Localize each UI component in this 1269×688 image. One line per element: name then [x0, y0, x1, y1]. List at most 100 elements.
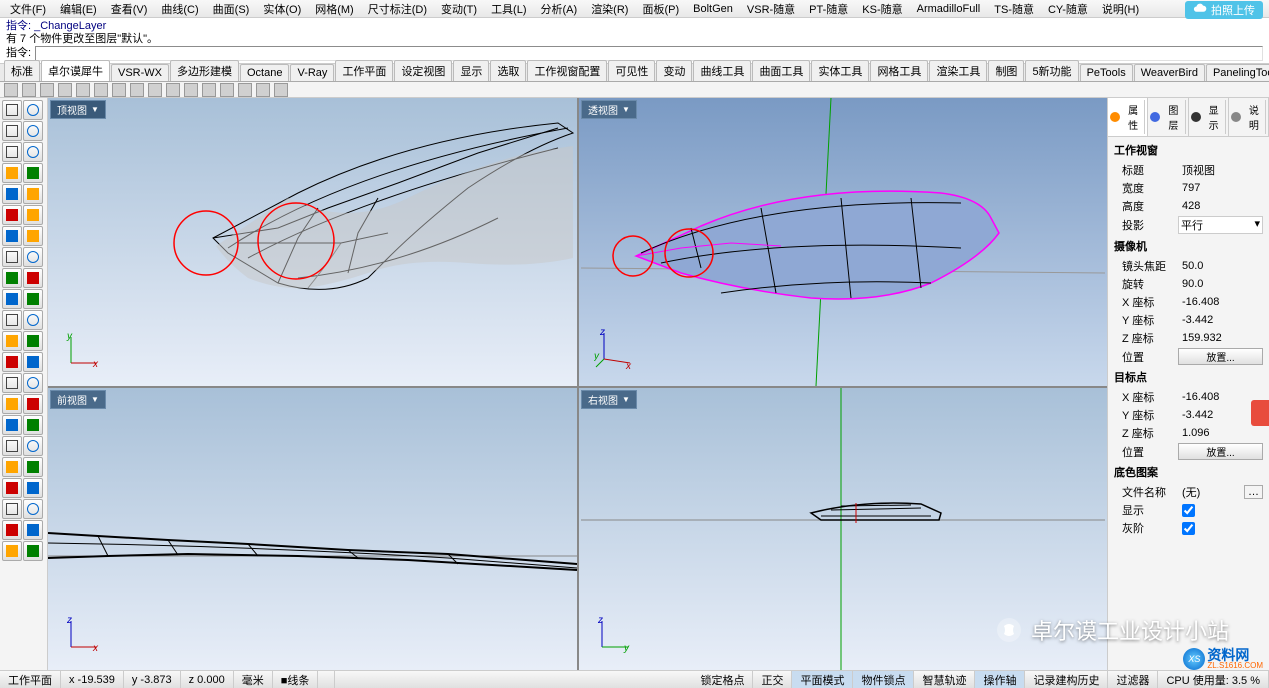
toolbar-tab[interactable]: 渲染工具 [929, 60, 987, 81]
tool-icon[interactable] [2, 436, 22, 456]
menu-item[interactable]: BoltGen [687, 2, 739, 16]
status-cell[interactable]: z 0.000 [181, 671, 234, 688]
tool-icon[interactable] [2, 205, 22, 225]
tool-icon[interactable] [2, 331, 22, 351]
status-cell[interactable]: ■线条 [273, 671, 319, 688]
menu-item[interactable]: 渲染(R) [585, 0, 634, 18]
menu-item[interactable]: 文件(F) [4, 0, 52, 18]
props-tab[interactable]: 属性 [1108, 98, 1148, 136]
props-value[interactable]: -3.442 [1178, 314, 1267, 326]
menu-item[interactable]: 曲线(C) [155, 0, 204, 18]
tool-icon[interactable] [23, 268, 43, 288]
menu-item[interactable]: PT-随意 [803, 0, 854, 18]
props-value[interactable]: 90.0 [1178, 278, 1267, 290]
toolbar-tab[interactable]: 工作视窗配置 [527, 60, 607, 81]
status-toggle[interactable]: 平面模式 [792, 671, 853, 688]
props-value[interactable]: 797 [1178, 182, 1267, 194]
ribbon-icon[interactable] [130, 83, 144, 97]
toolbar-tab[interactable]: 标准 [4, 60, 40, 81]
tool-icon[interactable] [23, 520, 43, 540]
tool-icon[interactable] [23, 121, 43, 141]
toolbar-tab[interactable]: PeTools [1080, 64, 1133, 81]
tool-icon[interactable] [2, 226, 22, 246]
tool-icon[interactable] [2, 520, 22, 540]
toolbar-tab[interactable]: WeaverBird [1134, 64, 1205, 81]
menu-item[interactable]: 编辑(E) [54, 0, 103, 18]
toolbar-tab[interactable]: 制图 [988, 60, 1024, 81]
tool-icon[interactable] [2, 457, 22, 477]
menu-item[interactable]: 网格(M) [309, 0, 360, 18]
toolbar-tab[interactable]: 设定视图 [394, 60, 452, 81]
tool-icon[interactable] [23, 457, 43, 477]
viewport-perspective[interactable]: 透视图▼ zyx [579, 98, 1107, 386]
tool-icon[interactable] [23, 289, 43, 309]
props-button[interactable]: 放置... [1178, 348, 1263, 365]
status-cell[interactable]: x -19.539 [61, 671, 124, 688]
tool-icon[interactable] [2, 289, 22, 309]
tool-icon[interactable] [23, 499, 43, 519]
menu-item[interactable]: ArmadilloFull [911, 2, 987, 16]
menu-item[interactable]: 面板(P) [636, 0, 685, 18]
ribbon-icon[interactable] [40, 83, 54, 97]
ribbon-icon[interactable] [166, 83, 180, 97]
toolbar-tab[interactable]: 工作平面 [335, 60, 393, 81]
ribbon-icon[interactable] [238, 83, 252, 97]
ribbon-icon[interactable] [148, 83, 162, 97]
tool-icon[interactable] [2, 352, 22, 372]
menu-item[interactable]: 说明(H) [1096, 0, 1145, 18]
menu-item[interactable]: 变动(T) [435, 0, 483, 18]
tool-icon[interactable] [2, 163, 22, 183]
status-cell[interactable]: y -3.873 [124, 671, 181, 688]
status-toggle[interactable]: 锁定格点 [692, 671, 753, 688]
tool-icon[interactable] [23, 310, 43, 330]
upload-button[interactable]: 拍照上传 [1185, 1, 1263, 19]
props-value[interactable]: 159.932 [1178, 332, 1267, 344]
props-value[interactable]: 顶视图 [1178, 162, 1267, 178]
props-checkbox[interactable] [1182, 522, 1195, 535]
props-value[interactable]: -16.408 [1178, 296, 1267, 308]
menu-item[interactable]: CY-随意 [1042, 0, 1094, 18]
ribbon-icon[interactable] [58, 83, 72, 97]
props-button[interactable]: 放置... [1178, 443, 1263, 460]
ribbon-icon[interactable] [76, 83, 90, 97]
viewport-front[interactable]: 前视图▼ zx [48, 388, 577, 670]
toolbar-tab[interactable]: V-Ray [290, 64, 334, 81]
menu-item[interactable]: KS-随意 [856, 0, 908, 18]
tool-icon[interactable] [2, 499, 22, 519]
status-toggle[interactable]: 智慧轨迹 [914, 671, 975, 688]
toolbar-tab[interactable]: 多边形建模 [170, 60, 239, 81]
tool-icon[interactable] [2, 394, 22, 414]
toolbar-tab[interactable]: PanelingTools [1206, 64, 1269, 81]
tool-icon[interactable] [23, 478, 43, 498]
status-cell[interactable] [318, 671, 335, 688]
status-cell[interactable]: 毫米 [234, 671, 273, 688]
ribbon-icon[interactable] [202, 83, 216, 97]
ribbon-icon[interactable] [274, 83, 288, 97]
tool-icon[interactable] [2, 478, 22, 498]
tool-icon[interactable] [23, 436, 43, 456]
ribbon-icon[interactable] [256, 83, 270, 97]
tool-icon[interactable] [23, 142, 43, 162]
viewport-right[interactable]: 右视图▼ zy [579, 388, 1107, 670]
toolbar-tab[interactable]: 曲面工具 [752, 60, 810, 81]
status-toggle[interactable]: 物件锁点 [853, 671, 914, 688]
toolbar-tab[interactable]: 可见性 [608, 60, 655, 81]
props-value[interactable]: 1.096 [1178, 427, 1267, 439]
tool-icon[interactable] [23, 100, 43, 120]
tool-icon[interactable] [2, 247, 22, 267]
tool-icon[interactable] [23, 541, 43, 561]
menu-item[interactable]: TS-随意 [988, 0, 1040, 18]
props-checkbox[interactable] [1182, 504, 1195, 517]
menu-item[interactable]: 查看(V) [105, 0, 154, 18]
tool-icon[interactable] [2, 121, 22, 141]
props-value[interactable]: 428 [1178, 200, 1267, 212]
tool-icon[interactable] [23, 394, 43, 414]
tool-icon[interactable] [23, 226, 43, 246]
menu-item[interactable]: 实体(O) [257, 0, 307, 18]
tool-icon[interactable] [2, 415, 22, 435]
ribbon-icon[interactable] [220, 83, 234, 97]
toolbar-tab[interactable]: 变动 [656, 60, 692, 81]
toolbar-tab[interactable]: 显示 [453, 60, 489, 81]
toolbar-tab[interactable]: 选取 [490, 60, 526, 81]
tool-icon[interactable] [23, 331, 43, 351]
